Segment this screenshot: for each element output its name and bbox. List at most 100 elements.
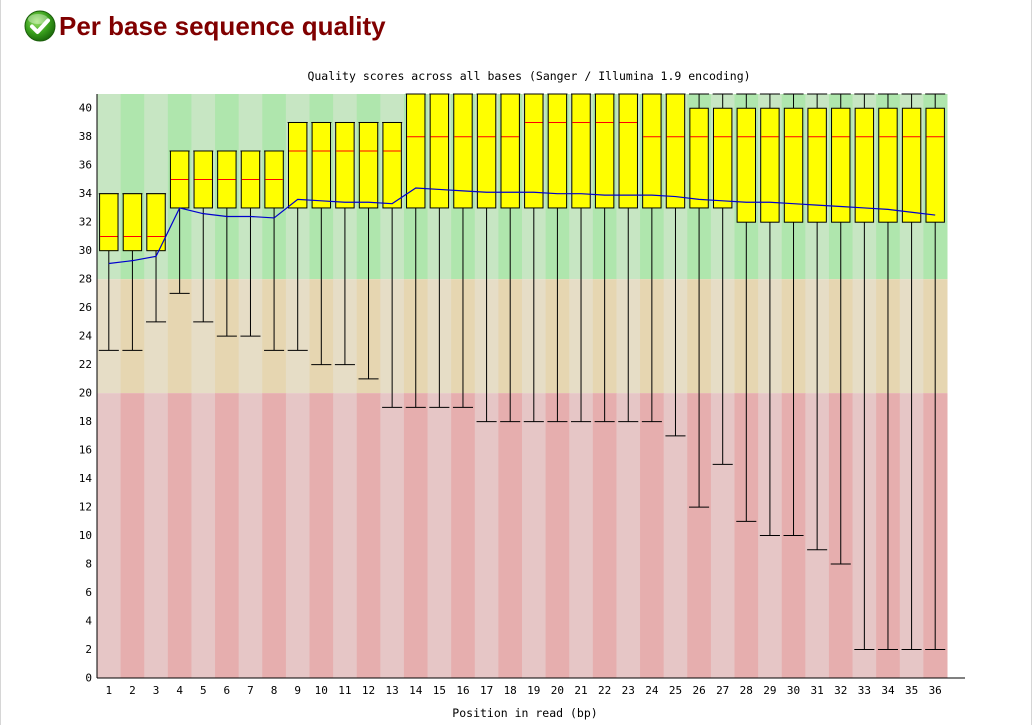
iqr-box xyxy=(122,193,143,252)
pass-check-icon xyxy=(24,10,56,42)
x-tick-label: 16 xyxy=(456,684,469,697)
band-poor-stripe xyxy=(380,393,405,678)
boxplot-position-5 xyxy=(193,150,214,323)
y-tick-label: 38 xyxy=(79,130,92,143)
y-tick-label: 40 xyxy=(79,102,92,115)
band-poor-stripe xyxy=(498,393,523,678)
band-poor-stripe xyxy=(569,393,594,678)
boxplot-position-28 xyxy=(736,93,757,522)
band-poor-stripe xyxy=(333,393,358,678)
band-poor-stripe xyxy=(545,393,570,678)
x-tick-label: 23 xyxy=(622,684,635,697)
y-tick-label: 20 xyxy=(79,387,92,400)
iqr-box xyxy=(689,107,709,209)
band-poor-stripe xyxy=(522,393,547,678)
band-poor-stripe xyxy=(191,393,216,678)
iqr-box xyxy=(854,107,875,223)
iqr-box xyxy=(547,93,568,209)
iqr-box xyxy=(571,93,591,209)
band-poor-stripe xyxy=(167,393,192,678)
iqr-box xyxy=(500,93,520,209)
boxplot-layer xyxy=(98,93,946,651)
iqr-box xyxy=(382,121,402,209)
x-tick-label: 25 xyxy=(669,684,682,697)
x-tick-label: 3 xyxy=(153,684,160,697)
x-tick-label: 33 xyxy=(858,684,871,697)
boxplot-position-32 xyxy=(830,93,851,565)
chart-title: Quality scores across all bases (Sanger … xyxy=(307,69,750,83)
band-poor-stripe xyxy=(427,393,452,678)
x-tick-label: 10 xyxy=(315,684,328,697)
boxplot-position-8 xyxy=(264,150,285,351)
iqr-box xyxy=(665,93,686,209)
boxplot-position-24 xyxy=(641,93,662,423)
x-axis-label: Position in read (bp) xyxy=(452,706,597,720)
boxplot-position-18 xyxy=(500,93,521,423)
y-tick-label: 6 xyxy=(85,586,92,599)
y-tick-label: 10 xyxy=(79,529,92,542)
y-tick-label: 16 xyxy=(79,444,92,457)
boxplot-position-9 xyxy=(287,121,308,351)
x-tick-label: 2 xyxy=(129,684,136,697)
boxplot-position-31 xyxy=(807,93,828,551)
iqr-box xyxy=(712,107,733,209)
x-tick-label: 36 xyxy=(929,684,942,697)
y-tick-label: 8 xyxy=(85,558,92,571)
module-header: Per base sequence quality xyxy=(24,6,386,46)
iqr-box xyxy=(878,107,898,223)
iqr-box xyxy=(642,93,662,209)
iqr-box xyxy=(358,121,379,209)
band-poor-stripe xyxy=(474,393,499,678)
y-tick-label: 12 xyxy=(79,501,92,514)
boxplot-position-33 xyxy=(854,93,875,651)
boxplot-position-2 xyxy=(122,193,143,351)
x-tick-label: 5 xyxy=(200,684,207,697)
x-tick-label: 20 xyxy=(551,684,564,697)
mean-quality-line xyxy=(108,187,936,265)
y-tick-label: 18 xyxy=(79,415,92,428)
band-poor-stripe xyxy=(120,393,145,678)
x-tick-label: 35 xyxy=(905,684,918,697)
band-reasonable-stripe xyxy=(167,279,192,394)
boxplot-position-36 xyxy=(925,93,946,651)
x-tick-label: 30 xyxy=(787,684,800,697)
x-tick-label: 22 xyxy=(598,684,611,697)
iqr-box xyxy=(429,93,450,209)
band-poor-stripe xyxy=(238,393,263,678)
boxplot-position-35 xyxy=(901,93,922,651)
band-poor-stripe xyxy=(663,393,688,678)
iqr-box xyxy=(925,107,945,223)
boxplot-position-29 xyxy=(759,93,780,537)
y-tick-label: 28 xyxy=(79,273,92,286)
x-tick-label: 27 xyxy=(716,684,729,697)
boxplot-position-12 xyxy=(358,121,379,380)
boxplot-position-10 xyxy=(311,121,332,366)
band-poor-stripe xyxy=(616,393,641,678)
iqr-box xyxy=(783,107,804,223)
mean-line-layer xyxy=(108,187,936,265)
x-tick-label: 19 xyxy=(527,684,540,697)
band-poor-stripe xyxy=(262,393,287,678)
x-tick-label: 31 xyxy=(811,684,824,697)
band-poor-stripe xyxy=(356,393,381,678)
band-poor-stripe xyxy=(144,393,169,678)
x-tick-label: 6 xyxy=(224,684,231,697)
iqr-box xyxy=(901,107,922,223)
iqr-box xyxy=(311,121,332,209)
y-tick-label: 14 xyxy=(79,472,93,485)
boxplot-position-17 xyxy=(476,93,497,423)
boxplot-position-16 xyxy=(452,93,474,408)
boxplot-position-15 xyxy=(429,93,450,408)
x-tick-label: 34 xyxy=(881,684,895,697)
iqr-box xyxy=(618,93,638,209)
x-tick-label: 13 xyxy=(386,684,399,697)
x-tick-label: 26 xyxy=(692,684,705,697)
boxplot-position-30 xyxy=(783,93,804,537)
boxplot-position-7 xyxy=(240,150,261,337)
boxplot-position-13 xyxy=(382,121,403,408)
y-tick-label: 4 xyxy=(85,615,92,628)
band-poor-stripe xyxy=(97,393,122,678)
y-tick-label: 2 xyxy=(85,643,92,656)
